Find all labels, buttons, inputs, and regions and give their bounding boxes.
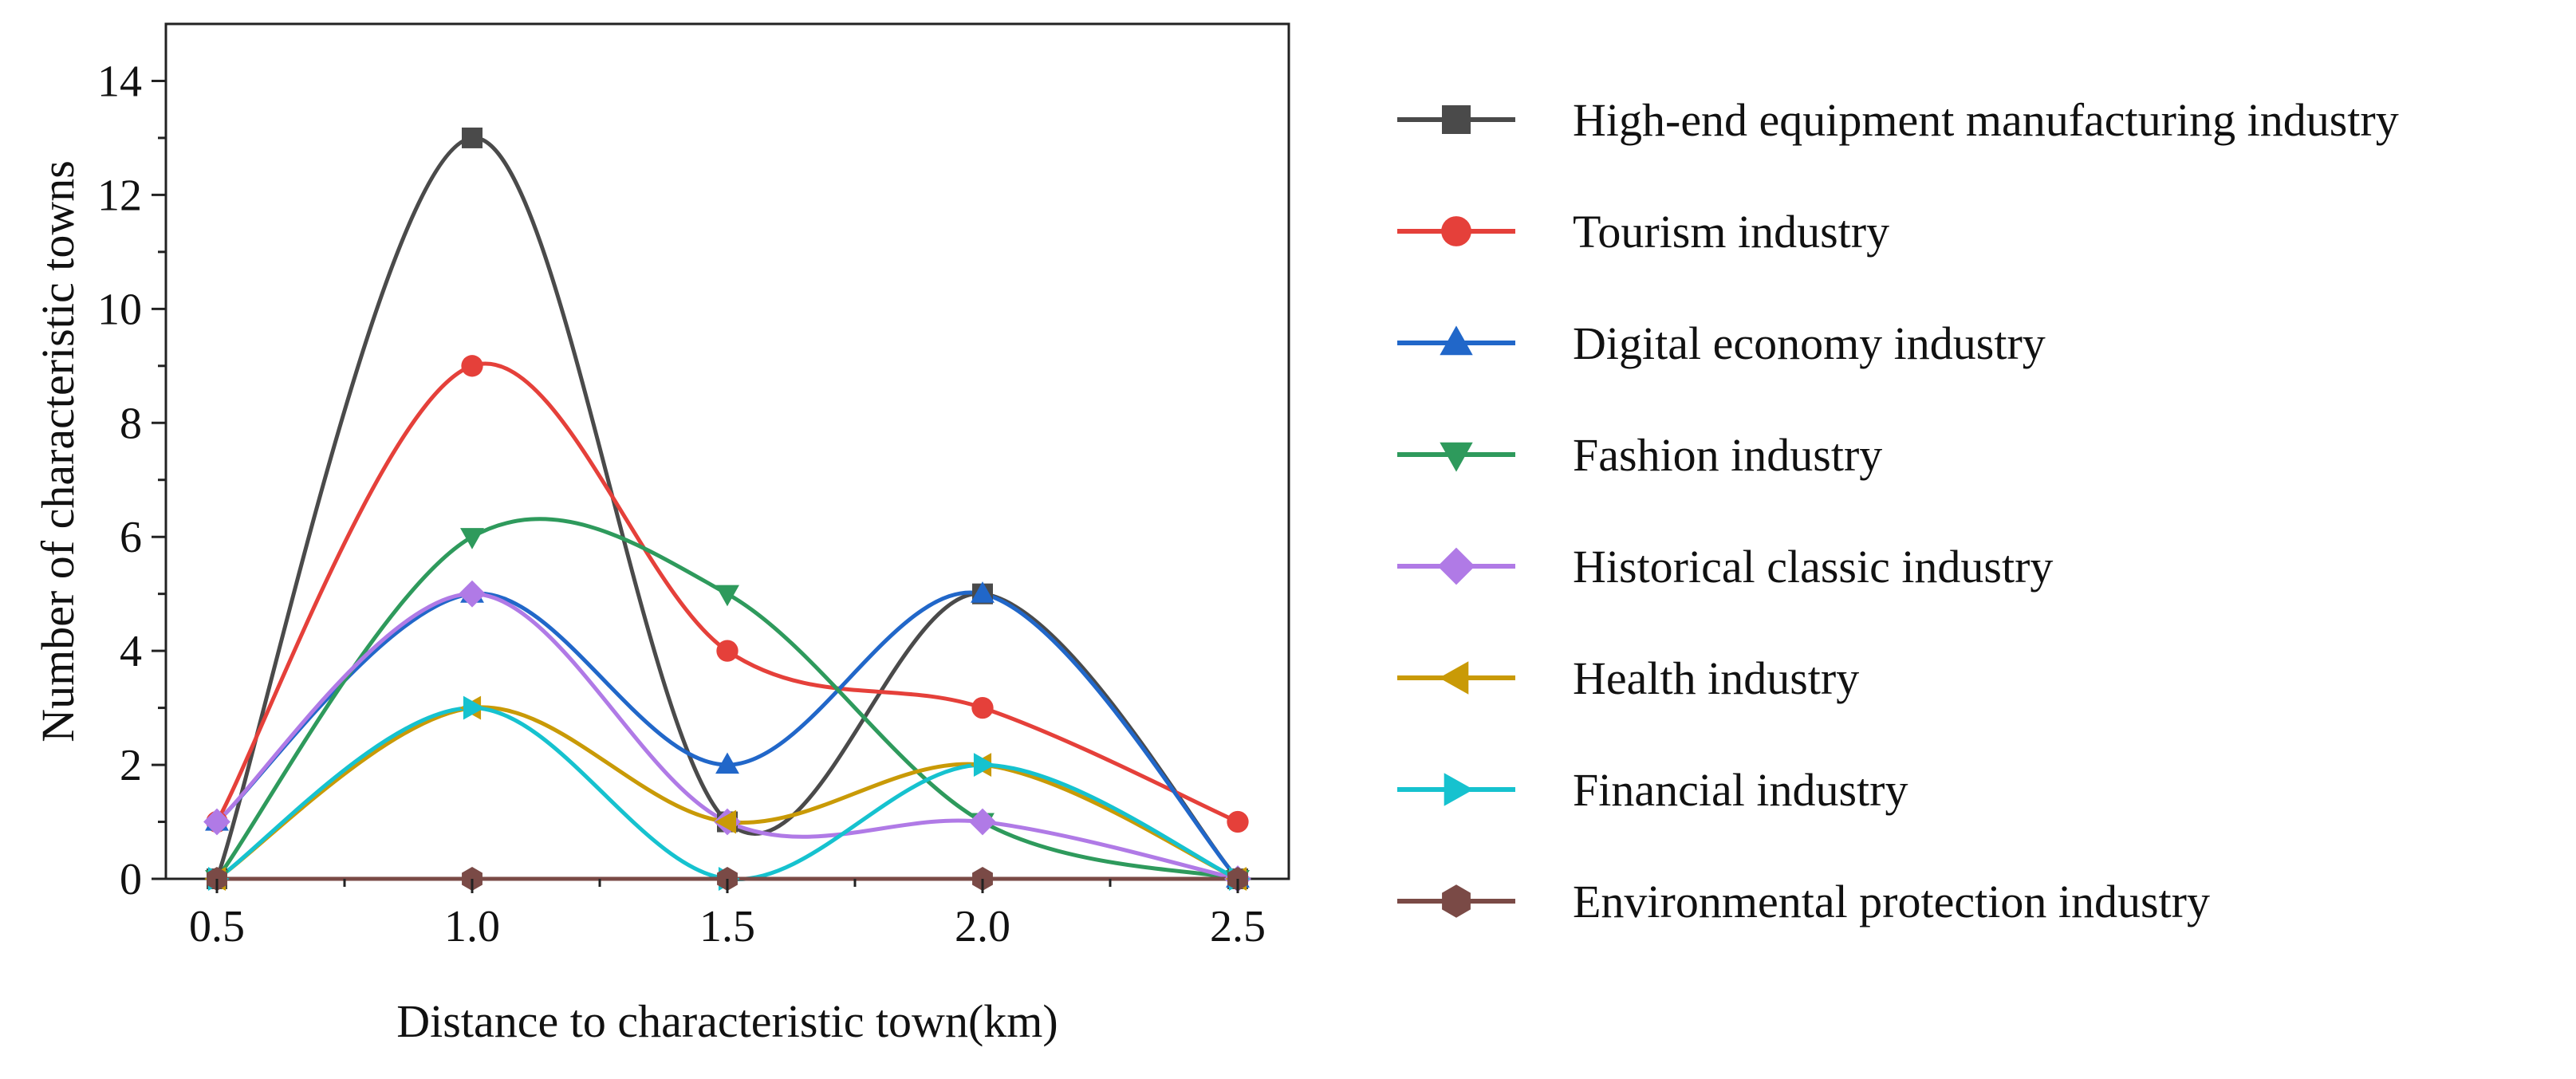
data-point bbox=[1227, 810, 1249, 833]
y-tick-label: 6 bbox=[120, 513, 142, 562]
x-axis-label: Distance to characteristic town(km) bbox=[396, 995, 1058, 1047]
legend: High-end equipment manufacturing industr… bbox=[1397, 94, 2399, 927]
y-tick-label: 0 bbox=[120, 855, 142, 904]
legend-item: Historical classic industry bbox=[1397, 541, 2053, 593]
legend-item: Financial industry bbox=[1397, 764, 1908, 816]
legend-label: High-end equipment manufacturing industr… bbox=[1573, 94, 2399, 146]
y-tick-label: 2 bbox=[120, 741, 142, 790]
data-point bbox=[971, 581, 995, 603]
legend-label: Tourism industry bbox=[1573, 206, 1889, 258]
series-line bbox=[215, 136, 1240, 881]
legend-label: Environmental protection industry bbox=[1573, 876, 2210, 927]
legend-label: Financial industry bbox=[1573, 764, 1908, 816]
legend-marker bbox=[1442, 105, 1471, 134]
series-line bbox=[215, 592, 1240, 881]
x-tick-label: 1.5 bbox=[699, 902, 755, 951]
legend-item: Health industry bbox=[1397, 652, 1859, 704]
legend-item: Tourism industry bbox=[1397, 206, 1889, 258]
y-axis: 0 2 4 6 8 10 12 14 bbox=[97, 57, 166, 904]
data-point bbox=[462, 127, 483, 148]
legend-label: Fashion industry bbox=[1573, 429, 1882, 481]
x-tick-label: 0.5 bbox=[189, 902, 245, 951]
y-tick-label: 4 bbox=[120, 627, 142, 676]
legend-item: Digital economy industry bbox=[1397, 317, 2046, 369]
data-point bbox=[203, 808, 230, 836]
y-tick-label: 8 bbox=[120, 399, 142, 448]
series-line bbox=[215, 706, 1240, 882]
legend-item: Fashion industry bbox=[1397, 429, 1882, 481]
x-tick-label: 2.5 bbox=[1210, 902, 1266, 951]
legend-item: High-end equipment manufacturing industr… bbox=[1397, 94, 2399, 146]
legend-marker bbox=[1439, 661, 1469, 695]
x-axis: 0.5 1.0 1.5 2.0 2.5 bbox=[189, 879, 1266, 951]
data-point bbox=[715, 752, 739, 774]
y-tick-label: 12 bbox=[97, 171, 142, 220]
legend-marker bbox=[1440, 325, 1473, 356]
data-point bbox=[461, 355, 483, 377]
data-point bbox=[971, 696, 994, 719]
legend-item: Environmental protection industry bbox=[1397, 876, 2210, 927]
x-tick-label: 1.0 bbox=[444, 902, 500, 951]
y-tick-label: 10 bbox=[97, 285, 142, 334]
series-lines bbox=[215, 136, 1240, 882]
legend-marker bbox=[1444, 773, 1474, 806]
x-tick-label: 2.0 bbox=[955, 902, 1010, 951]
legend-label: Health industry bbox=[1573, 652, 1859, 704]
data-point bbox=[460, 528, 484, 549]
legend-marker bbox=[1442, 884, 1471, 918]
legend-marker bbox=[1437, 547, 1475, 585]
legend-label: Digital economy industry bbox=[1573, 317, 2046, 369]
data-point bbox=[969, 808, 996, 836]
y-axis-label: Number of characteristic towns bbox=[32, 160, 84, 742]
data-point bbox=[973, 753, 995, 778]
data-point bbox=[463, 695, 485, 720]
series-line bbox=[215, 590, 1240, 881]
y-tick-label: 14 bbox=[97, 57, 142, 106]
data-point bbox=[459, 580, 486, 608]
legend-marker bbox=[1440, 442, 1473, 472]
data-point bbox=[715, 809, 737, 834]
data-point bbox=[716, 640, 739, 662]
legend-label: Historical classic industry bbox=[1573, 541, 2053, 593]
legend-marker bbox=[1441, 216, 1471, 246]
data-point bbox=[715, 585, 739, 607]
series-line bbox=[215, 361, 1240, 825]
